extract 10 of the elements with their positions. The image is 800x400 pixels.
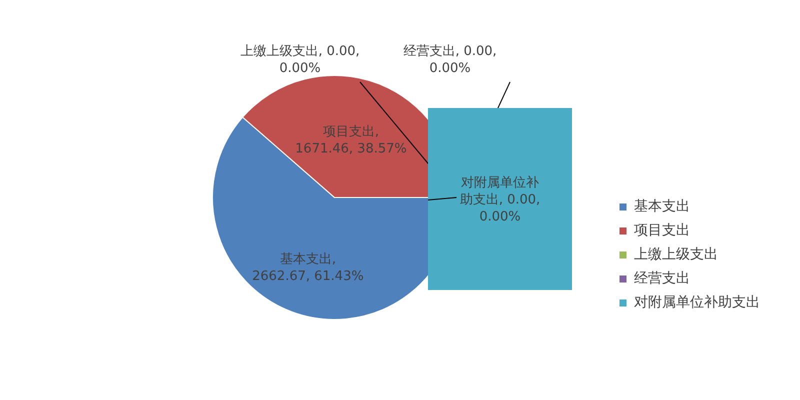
text: 经营支出, 0.00, 0.00% [403,44,497,76]
legend-label: 经营支出 [634,270,690,287]
text: 对附属单位补助支出, 0.00, 0.00% [460,175,540,224]
data-label: 项目支出, 1671.46, 38.57% [295,124,407,156]
legend-label: 基本支出 [634,198,690,215]
text: 上缴上级支出, 0.00, 0.00% [240,44,360,76]
legend-label: 项目支出 [634,222,690,239]
legend-label: 上缴上级支出 [634,246,718,263]
legend-label: 对附属单位补助支出 [634,294,760,311]
data-label: 基本支出, 2662.67, 61.43% [252,252,364,284]
